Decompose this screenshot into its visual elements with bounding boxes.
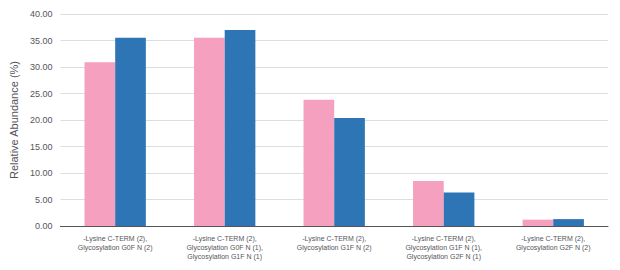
svg-text:Glycosylation G2F N (1): Glycosylation G2F N (1) [406,253,481,261]
svg-text:Glycosylation G2F N (2): Glycosylation G2F N (2) [516,244,591,252]
svg-text:5.00: 5.00 [35,195,53,205]
svg-text:10.00: 10.00 [30,168,53,178]
svg-text:35.00: 35.00 [30,36,53,46]
svg-text:-Lysine C-TERM (2),: -Lysine C-TERM (2), [302,235,366,243]
svg-text:Relative Abundance (%): Relative Abundance (%) [8,61,20,179]
svg-text:-Lysine C-TERM (2),: -Lysine C-TERM (2), [521,235,585,243]
svg-text:-Lysine C-TERM (2),: -Lysine C-TERM (2), [83,235,147,243]
svg-text:Glycosylation G1F N (1): Glycosylation G1F N (1) [187,253,262,261]
svg-text:30.00: 30.00 [30,62,53,72]
svg-text:15.00: 15.00 [30,142,53,152]
svg-text:-Lysine C-TERM (2),: -Lysine C-TERM (2), [412,235,476,243]
svg-text:Glycosylation G0F N (2): Glycosylation G0F N (2) [78,244,153,252]
svg-text:Glycosylation G0F N (1),: Glycosylation G0F N (1), [186,244,263,252]
svg-text:0.00: 0.00 [35,221,53,231]
svg-text:20.00: 20.00 [30,115,53,125]
svg-text:Glycosylation G1F N (2): Glycosylation G1F N (2) [297,244,372,252]
svg-text:Glycosylation G1F N (1),: Glycosylation G1F N (1), [405,244,482,252]
svg-text:40.00: 40.00 [30,9,53,19]
svg-text:-Lysine C-TERM (2),: -Lysine C-TERM (2), [193,235,257,243]
svg-text:25.00: 25.00 [30,89,53,99]
